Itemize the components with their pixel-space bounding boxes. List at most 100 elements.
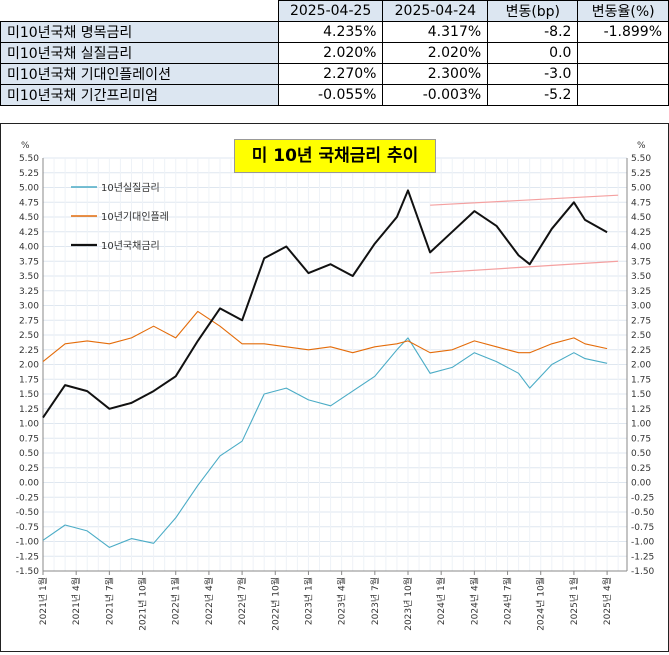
x-tick-label: 2022년 4월: [203, 577, 215, 625]
y-tick-label-right: -0.25: [631, 493, 654, 503]
trend-channel-lower: [430, 260, 619, 274]
y-axis-unit-right: %: [637, 141, 646, 151]
y-tick-label-left: 2.25: [19, 346, 39, 356]
y-tick-label-right: 0.75: [631, 434, 651, 444]
y-tick-label-right: 1.00: [631, 420, 651, 430]
x-tick-label: 2022년 1월: [170, 577, 182, 625]
value-cell: 2.020%: [277, 42, 384, 64]
y-tick-label-right: 0.25: [631, 464, 651, 474]
x-tick-label: 2023년 1월: [302, 577, 314, 625]
row-name: 미10년국채 명목금리: [0, 21, 279, 43]
row-name: 미10년국채 기대인플레이션: [0, 63, 279, 85]
header-cell: 2025-04-25: [277, 0, 384, 22]
rate-chart: 5.50 5.50 5.25 5.25 5.00 5.00 4.75 4.75 4.50 4.50…: [0, 123, 669, 652]
y-tick-label-right: 4.25: [631, 228, 651, 238]
header-cell: [0, 0, 279, 22]
y-tick-label-right: -1.25: [631, 552, 654, 562]
row-name: 미10년국채 기간프리미엄: [0, 84, 279, 106]
y-tick-label-right: 1.50: [631, 390, 651, 400]
rate-summary-table: 2025-04-25 2025-04-24 변동(bp) 변동율(%) 미10년…: [0, 0, 669, 106]
y-tick-label-left: 1.25: [19, 405, 39, 415]
legend-label: 10년기대인플레: [101, 211, 169, 223]
x-tick-label: 2021년 7월: [103, 577, 115, 625]
y-tick-label-left: 2.75: [19, 316, 39, 326]
row-name: 미10년국채 실질금리: [0, 42, 279, 64]
y-tick-label-right: 5.00: [631, 184, 651, 194]
value-cell: -0.055%: [277, 84, 384, 106]
y-tick-label-left: -0.75: [16, 523, 39, 533]
y-tick-label-right: 1.75: [631, 375, 651, 385]
change-bp-cell: -3.0: [487, 63, 579, 85]
y-tick-label-right: 2.25: [631, 346, 651, 356]
x-tick-label: 2025년 1월: [568, 577, 580, 625]
x-tick-label: 2025년 4월: [601, 577, 613, 625]
y-tick-label-left: 1.00: [19, 420, 39, 430]
y-tick-label-left: 3.25: [19, 287, 39, 297]
y-tick-label-left: -1.00: [16, 538, 40, 548]
y-tick-label-left: 2.00: [19, 361, 39, 371]
table-row: 미10년국채 기대인플레이션 2.270% 2.300% -3.0: [0, 63, 669, 85]
y-tick-label-left: 1.50: [19, 390, 39, 400]
chart-title: 미 10년 국채금리 추이: [234, 139, 436, 173]
table-row: 미10년국채 기간프리미엄 -0.055% -0.003% -5.2: [0, 84, 669, 106]
y-tick-label-right: -0.75: [631, 523, 654, 533]
y-tick-label-right: -0.50: [631, 508, 655, 518]
x-tick-label: 2023년 7월: [369, 577, 381, 625]
series-line-3: [42, 189, 608, 419]
table-row: 미10년국채 실질금리 2.020% 2.020% 0.0: [0, 42, 669, 64]
table-header-row: 2025-04-25 2025-04-24 변동(bp) 변동율(%): [0, 0, 669, 22]
y-tick-label-right: -1.00: [631, 538, 655, 548]
change-bp-cell: -5.2: [487, 84, 579, 106]
table-row: 미10년국채 명목금리 4.235% 4.317% -8.2 -1.899%: [0, 21, 669, 43]
value-cell: 4.235%: [277, 21, 384, 43]
x-tick-label: 2021년 1월: [37, 577, 49, 625]
value-cell: 2.300%: [382, 63, 489, 85]
value-cell: 4.317%: [382, 21, 489, 43]
trend-channel-upper: [430, 194, 619, 206]
header-cell: 변동율(%): [577, 0, 669, 22]
y-tick-label-left: 4.00: [19, 243, 39, 253]
change-bp-cell: 0.0: [487, 42, 579, 64]
y-tick-label-right: -1.50: [631, 567, 655, 577]
y-tick-label-right: 3.75: [631, 257, 651, 267]
x-tick-label: 2023년 10월: [402, 577, 414, 631]
value-cell: 2.020%: [382, 42, 489, 64]
y-tick-label-left: 3.75: [19, 257, 39, 267]
legend-label: 10년실질금리: [101, 182, 160, 194]
x-tick-label: 2021년 10월: [137, 577, 149, 631]
y-tick-label-left: 0.00: [19, 479, 39, 489]
y-tick-label-right: 4.50: [631, 213, 651, 223]
y-tick-label-left: 5.00: [19, 184, 39, 194]
y-tick-label-right: 1.25: [631, 405, 651, 415]
y-tick-label-left: 2.50: [19, 331, 39, 341]
value-cell: 2.270%: [277, 63, 384, 85]
y-tick-label-right: 0.50: [631, 449, 651, 459]
y-tick-label-right: 2.50: [631, 331, 651, 341]
x-tick-label: 2024년 7월: [502, 577, 514, 625]
y-tick-label-left: -0.25: [16, 493, 39, 503]
x-tick-label: 2023년 4월: [336, 577, 348, 625]
y-tick-label-left: 0.50: [19, 449, 39, 459]
y-tick-label-left: 0.75: [19, 434, 39, 444]
x-tick-label: 2022년 10월: [269, 577, 281, 631]
change-pct-cell: [577, 42, 669, 64]
y-tick-label-right: 3.00: [631, 302, 651, 312]
y-tick-label-right: 5.50: [631, 154, 651, 164]
y-axis-unit-left: %: [21, 141, 30, 151]
y-tick-label-left: 0.25: [19, 464, 39, 474]
series-line-2: [42, 310, 608, 363]
y-tick-label-left: 5.25: [19, 169, 39, 179]
x-tick-label: 2021년 4월: [70, 577, 82, 625]
y-tick-label-left: -1.25: [16, 552, 39, 562]
change-pct-cell: [577, 63, 669, 85]
y-tick-label-left: 4.25: [19, 228, 39, 238]
y-tick-label-right: 4.75: [631, 198, 651, 208]
y-tick-label-left: 4.50: [19, 213, 39, 223]
x-tick-label: 2024년 10월: [535, 577, 547, 631]
y-tick-label-left: -0.50: [16, 508, 40, 518]
change-pct-cell: -1.899%: [577, 21, 669, 43]
y-tick-label-right: 0.00: [631, 479, 651, 489]
y-tick-label-left: 4.75: [19, 198, 39, 208]
x-tick-label: 2024년 4월: [468, 577, 480, 625]
y-tick-label-right: 2.00: [631, 361, 651, 371]
